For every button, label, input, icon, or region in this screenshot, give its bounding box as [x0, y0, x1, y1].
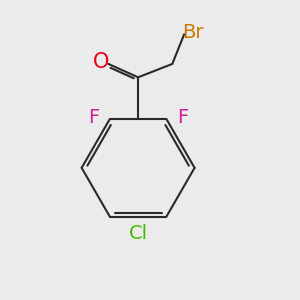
Text: Br: Br — [182, 23, 204, 42]
Text: F: F — [177, 108, 188, 127]
Text: F: F — [88, 108, 99, 127]
Text: O: O — [93, 52, 109, 73]
Text: Cl: Cl — [128, 224, 148, 243]
